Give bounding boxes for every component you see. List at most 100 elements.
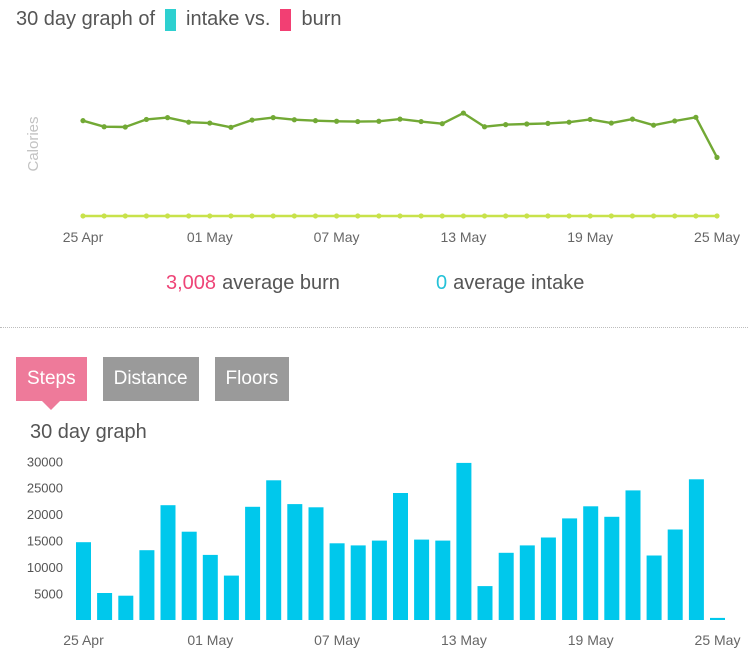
x-tick-label: 25 Apr <box>63 632 104 648</box>
burn-point <box>481 124 488 130</box>
burn-point <box>545 120 551 126</box>
burn-point <box>566 119 572 125</box>
steps-bar[interactable] <box>266 480 282 620</box>
burn-point <box>397 116 403 122</box>
tab-floors[interactable]: Floors <box>214 357 290 401</box>
burn-point <box>80 118 86 124</box>
steps-bar[interactable] <box>202 554 218 620</box>
steps-bar[interactable] <box>498 552 514 620</box>
calories-axis-label: Calories <box>25 116 42 171</box>
burn-point <box>587 116 593 123</box>
intake-point <box>460 213 466 219</box>
intake-point <box>101 213 107 219</box>
steps-bar[interactable] <box>625 490 641 620</box>
y-tick-label: 15000 <box>27 534 63 549</box>
steps-bar[interactable] <box>519 545 535 620</box>
steps-bar[interactable] <box>139 550 155 620</box>
y-tick-label: 20000 <box>27 507 63 522</box>
steps-bar[interactable] <box>562 518 578 620</box>
y-tick-label: 10000 <box>27 560 63 575</box>
tab-distance[interactable]: Distance <box>102 357 199 401</box>
burn-point <box>355 118 361 125</box>
intake-point <box>714 213 720 219</box>
average-burn-value: 3,008 <box>166 272 217 294</box>
burn-point <box>186 119 192 125</box>
intake-point <box>312 213 319 219</box>
intake-point <box>270 213 276 219</box>
steps-bar[interactable] <box>371 540 387 620</box>
steps-bar[interactable] <box>223 575 239 620</box>
burn-point <box>143 116 149 123</box>
burn-point <box>207 120 213 126</box>
average-intake-value: 0 <box>436 272 448 294</box>
steps-bar[interactable] <box>456 462 472 620</box>
burn-point <box>291 117 297 123</box>
steps-bar[interactable] <box>583 506 599 620</box>
burn-point <box>524 121 530 127</box>
burn-point <box>228 124 234 130</box>
burn-point <box>672 118 678 124</box>
burn-point <box>418 118 424 125</box>
burn-point <box>460 110 466 116</box>
section-divider <box>0 327 748 328</box>
steps-bar[interactable] <box>160 505 176 620</box>
intake-point <box>164 213 171 219</box>
steps-bar[interactable] <box>646 555 662 621</box>
steps-bar[interactable] <box>710 617 725 620</box>
intake-legend-label: intake vs. <box>186 8 271 30</box>
intake-point <box>143 213 149 219</box>
steps-bar[interactable] <box>245 506 261 620</box>
tab-steps[interactable]: Steps <box>16 357 87 410</box>
x-tick-label: 25 May <box>694 229 740 245</box>
burn-point <box>503 122 509 128</box>
x-tick-label: 13 May <box>441 632 487 648</box>
steps-bar[interactable] <box>181 531 197 620</box>
intake-point <box>545 213 551 219</box>
calories-chart-title: 30 day graph of intake vs. burn <box>16 8 342 31</box>
steps-bar[interactable] <box>435 540 451 620</box>
y-tick-label: 25000 <box>27 481 63 496</box>
intake-point <box>566 213 572 219</box>
steps-bar[interactable] <box>97 593 113 620</box>
burn-swatch-icon <box>280 8 292 31</box>
intake-point <box>397 213 403 219</box>
metric-tabs: Steps Distance Floors <box>16 357 305 410</box>
steps-bar[interactable] <box>393 493 408 620</box>
intake-point <box>503 213 509 219</box>
x-tick-label: 07 May <box>314 229 360 245</box>
steps-bar[interactable] <box>118 595 134 620</box>
steps-bar[interactable] <box>287 504 303 620</box>
burn-point <box>164 115 171 121</box>
x-tick-label: 19 May <box>567 229 613 245</box>
burn-point <box>376 118 382 124</box>
steps-bar[interactable] <box>414 539 430 620</box>
x-tick-label: 19 May <box>568 632 614 648</box>
intake-point <box>629 213 636 219</box>
steps-bar[interactable] <box>604 516 620 620</box>
x-tick-label: 01 May <box>187 632 233 648</box>
intake-point <box>418 213 424 219</box>
steps-bar[interactable] <box>667 529 683 621</box>
steps-bar[interactable] <box>76 542 91 620</box>
intake-point <box>693 213 699 219</box>
intake-point <box>355 213 361 219</box>
steps-bar[interactable] <box>540 537 556 621</box>
intake-point <box>249 213 255 219</box>
average-intake: 0 average intake <box>436 272 584 295</box>
steps-bar[interactable] <box>477 586 493 620</box>
average-burn: 3,008 average burn <box>166 272 340 295</box>
steps-bar[interactable] <box>308 507 324 620</box>
steps-bar[interactable] <box>329 543 345 620</box>
burn-point <box>334 118 340 124</box>
intake-point <box>608 213 614 219</box>
intake-point <box>439 213 445 219</box>
intake-point <box>228 213 234 219</box>
intake-point <box>207 213 213 219</box>
average-burn-label: average burn <box>222 272 340 294</box>
intake-point <box>587 213 593 219</box>
steps-bar[interactable] <box>350 545 366 620</box>
burn-point <box>101 124 107 130</box>
burn-point <box>439 121 445 127</box>
y-tick-label: 5000 <box>34 587 63 602</box>
steps-bar[interactable] <box>688 479 704 620</box>
